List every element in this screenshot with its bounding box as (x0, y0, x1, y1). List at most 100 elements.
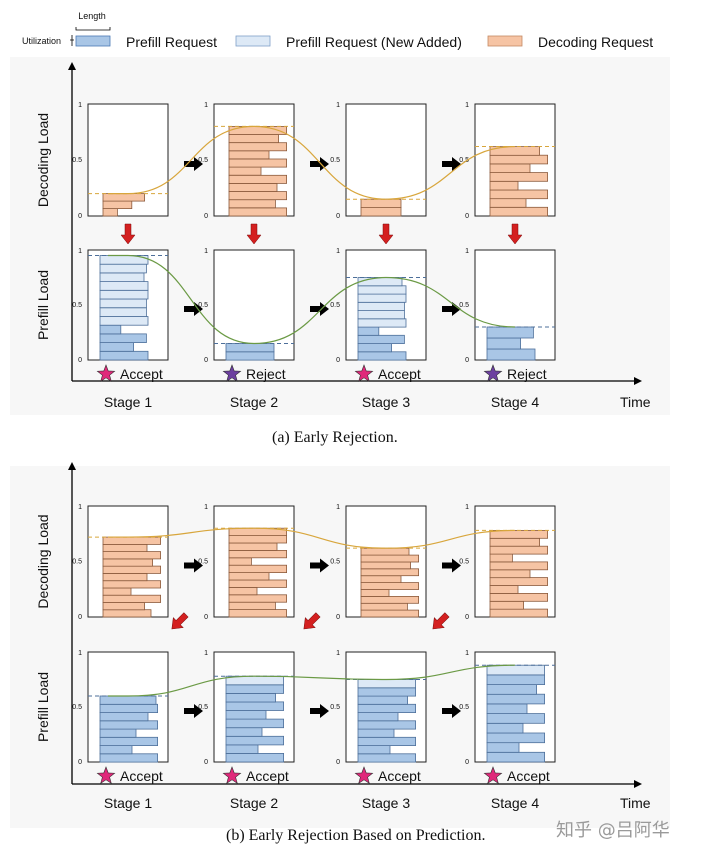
black-arrow (184, 302, 203, 316)
prefill-bar (486, 742, 520, 753)
prefill-bar (357, 736, 416, 746)
prefill-bar (99, 720, 158, 730)
tick-1: 1 (78, 650, 82, 657)
prefill-bar (357, 703, 416, 713)
tick-05: 0.5 (198, 157, 208, 164)
decode-bar (489, 154, 548, 165)
prefill-bar (486, 703, 528, 715)
tick-05: 0.5 (459, 302, 469, 309)
tick-1: 1 (465, 504, 469, 511)
tick-0: 0 (204, 357, 208, 364)
stage-name: Stage 2 (230, 795, 278, 811)
panel-1-decode-curve (108, 527, 516, 549)
prefill-bar (357, 687, 416, 697)
prefill-bar (99, 324, 122, 335)
decode-bar (489, 198, 527, 208)
tick-1: 1 (204, 248, 208, 255)
prefill-bar (357, 301, 405, 311)
prefill-bar (486, 348, 536, 361)
prefill-bar (99, 281, 149, 291)
stage-name: Stage 4 (491, 795, 539, 811)
decode-bar (360, 609, 419, 618)
stage-name: Stage 3 (362, 394, 410, 410)
prefill-bar (357, 343, 392, 353)
prefill-bar (99, 712, 149, 722)
tick-05: 0.5 (330, 559, 340, 566)
decode-bar (489, 608, 548, 618)
decode-bar (228, 594, 287, 603)
tick-1: 1 (78, 248, 82, 255)
decode-bar (228, 572, 270, 581)
prefill-bar (486, 684, 537, 695)
decode-bar (228, 564, 287, 574)
decode-bar (360, 602, 408, 611)
decode-bar (102, 551, 161, 560)
prefill-bar (99, 342, 134, 352)
panel-0-x-axis-arrow (634, 377, 642, 385)
tick-0: 0 (465, 357, 469, 364)
decode-bar (489, 585, 519, 594)
decode-bar (102, 602, 145, 611)
prefill-bar (486, 732, 545, 744)
panel-0-decode-curve (108, 125, 516, 200)
prefill-bar (225, 351, 275, 361)
prefill-bar (357, 712, 399, 722)
stage-status: Reject (246, 366, 286, 382)
prefill-bar (99, 263, 147, 274)
prefill-bar (357, 277, 403, 287)
red-diag-arrow-shape (432, 612, 450, 630)
decode-bar (489, 163, 531, 173)
prefill-bar (486, 693, 545, 705)
stage-status: Reject (507, 366, 547, 382)
prefill-bar (357, 728, 395, 738)
decode-bar (489, 172, 548, 182)
stage-name: Stage 3 (362, 795, 410, 811)
tick-1: 1 (204, 650, 208, 657)
panel-0-stage-1-prefill-box (213, 249, 295, 361)
decode-bar (360, 198, 402, 208)
decode-bar (102, 200, 133, 210)
tick-05: 0.5 (72, 559, 82, 566)
prefill-bar (99, 298, 147, 309)
tick-0: 0 (78, 357, 82, 364)
tick-1: 1 (336, 248, 340, 255)
prefill-bar (486, 674, 545, 686)
prefill-bar (486, 337, 521, 350)
caption-a: (a) Early Rejection. (272, 429, 398, 446)
prefill-bar (99, 307, 147, 317)
decode-bar (102, 573, 148, 582)
prefill-bar (357, 351, 407, 361)
decode-bar (489, 545, 548, 555)
decode-bar (102, 208, 118, 217)
decode-bar (360, 547, 410, 556)
prefill-bar (486, 326, 534, 339)
tick-05: 0.5 (459, 704, 469, 711)
prefill-bar (486, 751, 545, 763)
tick-05: 0.5 (198, 302, 208, 309)
black-arrow (184, 704, 203, 718)
decode-bar (360, 568, 419, 577)
black-arrow (442, 558, 461, 573)
tick-05: 0.5 (198, 704, 208, 711)
black-arrow (310, 558, 329, 573)
legend-length-label: Length (78, 11, 106, 21)
star-icon (483, 766, 503, 784)
prefill-bar (99, 289, 149, 300)
legend-label-0: Prefill Request (126, 34, 217, 50)
decode-bar (360, 207, 402, 217)
decode-bar (228, 609, 287, 618)
red-diag-arrow (432, 612, 450, 630)
prefill-bar (225, 735, 284, 746)
prefill-bar (225, 710, 267, 720)
decode-bar (489, 206, 548, 217)
tick-1: 1 (336, 650, 340, 657)
prefill-bar (225, 744, 259, 754)
black-arrow (442, 704, 461, 718)
prefill-bar (99, 333, 147, 343)
tick-0: 0 (204, 614, 208, 621)
red-down-arrow (507, 223, 523, 245)
decode-bar (489, 561, 548, 571)
prefill-bar (99, 703, 158, 713)
prefill-bar (225, 727, 263, 737)
stage-status: Accept (378, 366, 421, 382)
